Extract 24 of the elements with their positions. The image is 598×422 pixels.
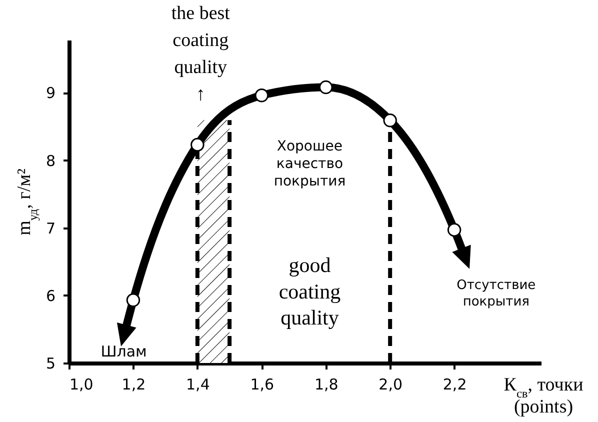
annotation: Хорошее качество покрытия bbox=[274, 138, 346, 190]
y-tick-label: 7 bbox=[46, 219, 56, 238]
point bbox=[254, 88, 269, 102]
annotation: Отсутствие покрытия bbox=[456, 278, 536, 310]
annotation: good coating quality bbox=[278, 253, 342, 330]
y-tick-label: 6 bbox=[46, 286, 56, 305]
point bbox=[383, 114, 397, 128]
x-tick-label: 1,2 bbox=[122, 376, 146, 394]
y-tick-label: 8 bbox=[46, 152, 56, 170]
x-axis-title: К$_{св}$, точки (points) bbox=[504, 374, 584, 418]
x-tick-label: 1,4 bbox=[186, 376, 210, 394]
point bbox=[190, 138, 204, 152]
point bbox=[447, 223, 462, 237]
y-tick-label: 5 bbox=[46, 354, 56, 372]
point bbox=[318, 80, 333, 94]
x-tick-label: 1,6 bbox=[250, 376, 274, 394]
y-tick-label: 9 bbox=[46, 84, 56, 102]
x-tick-label: 2,0 bbox=[378, 376, 403, 394]
point bbox=[126, 293, 140, 308]
band-label: the best coating quality ↑ bbox=[171, 3, 231, 105]
annotation: Шлам bbox=[100, 342, 147, 361]
x-tick-label: 1,0 bbox=[70, 376, 94, 394]
x-tick-label: 2,2 bbox=[442, 376, 467, 394]
x-tick-label: 1,8 bbox=[314, 376, 338, 394]
